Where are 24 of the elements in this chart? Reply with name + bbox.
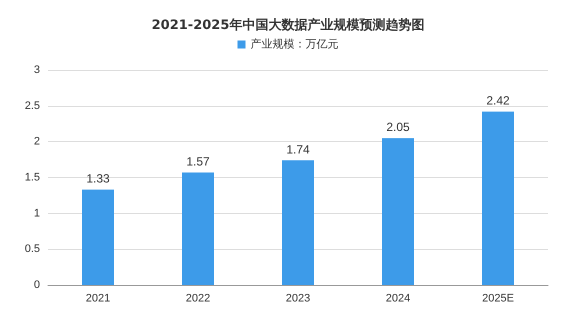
x-tick-label: 2025E: [482, 292, 514, 304]
chart-title: 2021-2025年中国大数据产业规模预测趋势图: [152, 17, 424, 33]
bar: [482, 112, 514, 285]
legend-label: 产业规模：万亿元: [250, 38, 338, 50]
x-tick-label: 2023: [286, 292, 310, 304]
y-tick-label: 1.5: [24, 172, 40, 184]
data-label: 2.42: [486, 94, 510, 108]
data-label: 1.33: [86, 172, 110, 186]
y-tick-label: 2: [34, 136, 40, 148]
bar: [282, 160, 314, 285]
y-tick-label: 3: [34, 64, 40, 76]
x-tick-label: 2021: [86, 292, 110, 304]
y-tick-label: 0: [34, 279, 40, 291]
y-tick-label: 2.5: [24, 100, 40, 112]
bar: [182, 172, 214, 285]
x-tick-label: 2024: [386, 292, 410, 304]
y-tick-label: 1: [34, 207, 40, 220]
data-label: 1.57: [186, 154, 210, 168]
data-label: 2.05: [386, 120, 410, 134]
data-label: 1.74: [286, 142, 310, 156]
bar: [382, 138, 414, 285]
bar: [82, 190, 114, 285]
y-tick-label: 0.5: [24, 243, 40, 256]
x-tick-label: 2022: [186, 292, 210, 304]
